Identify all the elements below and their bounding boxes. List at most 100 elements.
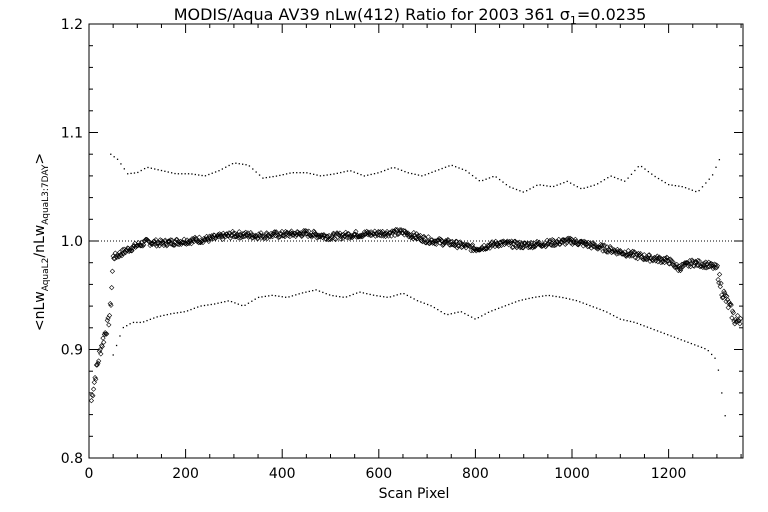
mean-point <box>88 397 95 404</box>
sigma-point <box>251 300 253 302</box>
sigma-point <box>225 166 227 168</box>
sigma-point <box>562 296 564 299</box>
x-axis-label: Scan Pixel <box>379 486 450 502</box>
sigma-point <box>440 310 442 313</box>
sigma-point <box>410 296 412 298</box>
mean-point <box>481 242 487 249</box>
mean-point <box>453 238 459 245</box>
mean-point <box>181 236 187 242</box>
mean-point <box>730 310 736 316</box>
mean-point <box>96 358 102 364</box>
mean-point <box>605 249 611 255</box>
mean-point <box>422 235 428 241</box>
sigma-point <box>502 181 504 183</box>
sigma-point <box>245 164 247 166</box>
sigma-point <box>119 335 121 337</box>
mean-point <box>209 234 216 240</box>
sigma-point <box>181 173 183 175</box>
sigma-point <box>708 178 710 180</box>
sigma-point <box>521 299 523 301</box>
sigma-point <box>326 174 328 176</box>
sigma-point <box>697 345 699 347</box>
y-axis-label: <nLwAquaL2/nLwAquaL3:7DAY> <box>32 153 51 331</box>
sigma-point <box>302 172 305 174</box>
sigma-point <box>285 173 288 175</box>
mean-point <box>322 233 328 239</box>
sigma-point <box>416 300 419 302</box>
sigma-point <box>629 320 632 323</box>
sigma-point <box>282 173 284 176</box>
mean-point <box>457 239 463 245</box>
series-mean <box>88 226 744 404</box>
mean-point <box>588 245 594 251</box>
sigma-point <box>470 316 473 318</box>
sigma-point <box>549 185 551 188</box>
sigma-point <box>531 297 534 299</box>
sigma-point <box>123 168 125 170</box>
sigma-point <box>174 172 176 175</box>
sigma-point <box>491 310 493 312</box>
mean-point <box>438 238 444 244</box>
mean-point <box>343 231 350 238</box>
x-tick-label: 1000 <box>554 466 590 482</box>
mean-point <box>97 346 103 353</box>
mean-point <box>708 260 714 267</box>
sigma-point <box>644 168 646 170</box>
sigma-point <box>198 174 200 176</box>
mean-point <box>127 246 134 252</box>
sigma-point <box>670 335 672 337</box>
sigma-point <box>167 171 169 173</box>
mean-point <box>508 240 514 246</box>
mean-point <box>329 234 335 240</box>
sigma-point <box>201 174 203 177</box>
sigma-point <box>157 169 159 171</box>
sigma-point <box>360 174 362 176</box>
mean-point <box>403 230 410 236</box>
sigma-point <box>599 308 601 311</box>
sigma-point <box>235 162 237 164</box>
mean-point <box>348 234 354 240</box>
sigma-point <box>478 180 480 182</box>
mean-point <box>448 241 455 248</box>
sigma-point <box>193 307 195 309</box>
sigma-point <box>349 295 351 297</box>
sigma-point <box>617 178 619 180</box>
sigma-point <box>352 293 354 296</box>
sigma-point <box>673 336 676 338</box>
sigma-point <box>555 295 557 298</box>
sigma-point <box>569 182 572 184</box>
sigma-point <box>640 323 642 326</box>
mean-point <box>107 301 113 307</box>
sigma-point <box>224 301 226 303</box>
mean-point <box>104 331 110 337</box>
sigma-point <box>120 163 122 165</box>
sigma-point <box>355 292 358 294</box>
sigma-point <box>213 303 216 305</box>
sigma-point <box>329 173 332 176</box>
mean-point <box>496 243 502 249</box>
sigma-point <box>262 177 264 179</box>
sigma-point <box>187 173 190 175</box>
mean-point <box>608 249 615 256</box>
mean-point <box>129 248 135 254</box>
sigma-point <box>279 174 281 177</box>
sigma-point <box>166 313 168 316</box>
sigma-point <box>630 173 633 175</box>
mean-point <box>411 229 417 236</box>
mean-point <box>369 230 376 236</box>
mean-point <box>158 240 164 247</box>
sigma-point <box>308 290 310 293</box>
sigma-point <box>667 334 669 336</box>
y-tick-label: 0.9 <box>61 343 83 359</box>
sigma-point <box>481 315 483 317</box>
sigma-point <box>461 168 464 170</box>
mean-point <box>656 254 663 260</box>
sigma-point <box>592 306 594 308</box>
mean-point <box>618 249 624 255</box>
series-upper-sigma <box>110 153 721 193</box>
mean-point <box>90 393 96 399</box>
y-tick-label: 1.0 <box>61 234 83 250</box>
sigma-point <box>272 175 274 178</box>
sigma-point <box>609 313 611 315</box>
sigma-point <box>379 295 381 297</box>
